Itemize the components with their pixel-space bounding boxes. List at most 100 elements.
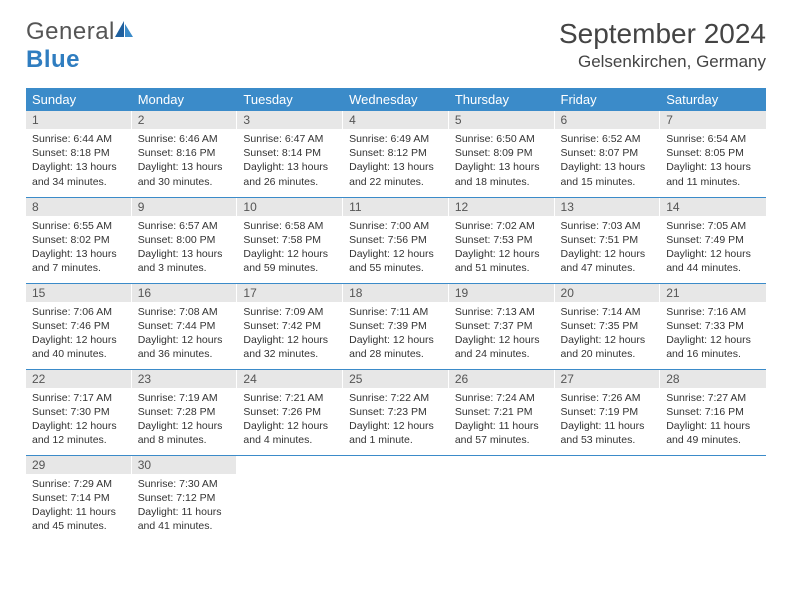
day-number: 20 bbox=[555, 284, 661, 302]
daylight-line: Daylight: 12 hours and 59 minutes. bbox=[243, 247, 337, 275]
title-block: September 2024 Gelsenkirchen, Germany bbox=[559, 18, 766, 72]
daylight-line: Daylight: 12 hours and 55 minutes. bbox=[349, 247, 443, 275]
day-body: Sunrise: 7:08 AMSunset: 7:44 PMDaylight:… bbox=[132, 302, 238, 366]
calendar-row: 8Sunrise: 6:55 AMSunset: 8:02 PMDaylight… bbox=[26, 197, 766, 283]
daylight-line: Daylight: 12 hours and 47 minutes. bbox=[561, 247, 655, 275]
sunrise-line: Sunrise: 7:09 AM bbox=[243, 305, 337, 319]
daylight-line: Daylight: 13 hours and 15 minutes. bbox=[561, 160, 655, 188]
day-body: Sunrise: 6:58 AMSunset: 7:58 PMDaylight:… bbox=[237, 216, 343, 280]
calendar-cell bbox=[449, 455, 555, 541]
daylight-line: Daylight: 11 hours and 49 minutes. bbox=[666, 419, 760, 447]
day-body: Sunrise: 7:22 AMSunset: 7:23 PMDaylight:… bbox=[343, 388, 449, 452]
day-number: 6 bbox=[555, 111, 661, 129]
sunrise-line: Sunrise: 7:08 AM bbox=[138, 305, 232, 319]
daylight-line: Daylight: 11 hours and 57 minutes. bbox=[455, 419, 549, 447]
day-number: 30 bbox=[132, 456, 238, 474]
weekday-header-row: Sunday Monday Tuesday Wednesday Thursday… bbox=[26, 88, 766, 111]
day-body: Sunrise: 7:30 AMSunset: 7:12 PMDaylight:… bbox=[132, 474, 238, 538]
sunset-line: Sunset: 7:39 PM bbox=[349, 319, 443, 333]
sunrise-line: Sunrise: 6:58 AM bbox=[243, 219, 337, 233]
daylight-line: Daylight: 13 hours and 22 minutes. bbox=[349, 160, 443, 188]
sunset-line: Sunset: 7:58 PM bbox=[243, 233, 337, 247]
day-number: 16 bbox=[132, 284, 238, 302]
daylight-line: Daylight: 12 hours and 51 minutes. bbox=[455, 247, 549, 275]
sunset-line: Sunset: 7:46 PM bbox=[32, 319, 126, 333]
sunset-line: Sunset: 7:44 PM bbox=[138, 319, 232, 333]
daylight-line: Daylight: 12 hours and 40 minutes. bbox=[32, 333, 126, 361]
day-body: Sunrise: 7:27 AMSunset: 7:16 PMDaylight:… bbox=[660, 388, 766, 452]
calendar-row: 1Sunrise: 6:44 AMSunset: 8:18 PMDaylight… bbox=[26, 111, 766, 197]
sunrise-line: Sunrise: 6:52 AM bbox=[561, 132, 655, 146]
daylight-line: Daylight: 11 hours and 53 minutes. bbox=[561, 419, 655, 447]
day-body: Sunrise: 7:16 AMSunset: 7:33 PMDaylight:… bbox=[660, 302, 766, 366]
calendar-body: 1Sunrise: 6:44 AMSunset: 8:18 PMDaylight… bbox=[26, 111, 766, 541]
day-number: 2 bbox=[132, 111, 238, 129]
sunrise-line: Sunrise: 7:17 AM bbox=[32, 391, 126, 405]
day-number: 18 bbox=[343, 284, 449, 302]
sunset-line: Sunset: 7:53 PM bbox=[455, 233, 549, 247]
sunset-line: Sunset: 8:00 PM bbox=[138, 233, 232, 247]
sunrise-line: Sunrise: 7:26 AM bbox=[561, 391, 655, 405]
sunset-line: Sunset: 8:12 PM bbox=[349, 146, 443, 160]
calendar-cell: 2Sunrise: 6:46 AMSunset: 8:16 PMDaylight… bbox=[132, 111, 238, 197]
day-body: Sunrise: 7:26 AMSunset: 7:19 PMDaylight:… bbox=[555, 388, 661, 452]
daylight-line: Daylight: 12 hours and 8 minutes. bbox=[138, 419, 232, 447]
sunset-line: Sunset: 8:09 PM bbox=[455, 146, 549, 160]
daylight-line: Daylight: 12 hours and 16 minutes. bbox=[666, 333, 760, 361]
calendar-cell: 20Sunrise: 7:14 AMSunset: 7:35 PMDayligh… bbox=[555, 283, 661, 369]
day-number: 3 bbox=[237, 111, 343, 129]
calendar-cell: 19Sunrise: 7:13 AMSunset: 7:37 PMDayligh… bbox=[449, 283, 555, 369]
brand-name-gray: General bbox=[26, 18, 115, 45]
sunrise-line: Sunrise: 7:16 AM bbox=[666, 305, 760, 319]
daylight-line: Daylight: 12 hours and 32 minutes. bbox=[243, 333, 337, 361]
day-body: Sunrise: 6:44 AMSunset: 8:18 PMDaylight:… bbox=[26, 129, 132, 193]
weekday-header: Thursday bbox=[449, 88, 555, 111]
sunset-line: Sunset: 7:12 PM bbox=[138, 491, 232, 505]
day-number: 29 bbox=[26, 456, 132, 474]
sunset-line: Sunset: 7:42 PM bbox=[243, 319, 337, 333]
day-body: Sunrise: 6:54 AMSunset: 8:05 PMDaylight:… bbox=[660, 129, 766, 193]
daylight-line: Daylight: 12 hours and 24 minutes. bbox=[455, 333, 549, 361]
calendar-cell: 23Sunrise: 7:19 AMSunset: 7:28 PMDayligh… bbox=[132, 369, 238, 455]
sunrise-line: Sunrise: 6:55 AM bbox=[32, 219, 126, 233]
sunrise-line: Sunrise: 6:44 AM bbox=[32, 132, 126, 146]
calendar-cell: 5Sunrise: 6:50 AMSunset: 8:09 PMDaylight… bbox=[449, 111, 555, 197]
day-body: Sunrise: 7:03 AMSunset: 7:51 PMDaylight:… bbox=[555, 216, 661, 280]
sunset-line: Sunset: 7:19 PM bbox=[561, 405, 655, 419]
day-number: 26 bbox=[449, 370, 555, 388]
calendar-cell: 24Sunrise: 7:21 AMSunset: 7:26 PMDayligh… bbox=[237, 369, 343, 455]
day-body: Sunrise: 7:19 AMSunset: 7:28 PMDaylight:… bbox=[132, 388, 238, 452]
calendar-cell: 9Sunrise: 6:57 AMSunset: 8:00 PMDaylight… bbox=[132, 197, 238, 283]
calendar-cell: 10Sunrise: 6:58 AMSunset: 7:58 PMDayligh… bbox=[237, 197, 343, 283]
sunrise-line: Sunrise: 7:14 AM bbox=[561, 305, 655, 319]
weekday-header: Wednesday bbox=[343, 88, 449, 111]
calendar-cell: 27Sunrise: 7:26 AMSunset: 7:19 PMDayligh… bbox=[555, 369, 661, 455]
sunrise-line: Sunrise: 7:24 AM bbox=[455, 391, 549, 405]
day-body: Sunrise: 7:02 AMSunset: 7:53 PMDaylight:… bbox=[449, 216, 555, 280]
sunset-line: Sunset: 8:07 PM bbox=[561, 146, 655, 160]
day-number: 28 bbox=[660, 370, 766, 388]
day-body: Sunrise: 6:47 AMSunset: 8:14 PMDaylight:… bbox=[237, 129, 343, 193]
brand-logo: General Blue bbox=[26, 18, 135, 74]
day-number: 25 bbox=[343, 370, 449, 388]
location: Gelsenkirchen, Germany bbox=[559, 52, 766, 72]
sunset-line: Sunset: 8:16 PM bbox=[138, 146, 232, 160]
day-number: 5 bbox=[449, 111, 555, 129]
daylight-line: Daylight: 13 hours and 34 minutes. bbox=[32, 160, 126, 188]
day-body: Sunrise: 6:49 AMSunset: 8:12 PMDaylight:… bbox=[343, 129, 449, 193]
calendar-row: 15Sunrise: 7:06 AMSunset: 7:46 PMDayligh… bbox=[26, 283, 766, 369]
day-number: 17 bbox=[237, 284, 343, 302]
day-number: 23 bbox=[132, 370, 238, 388]
day-number: 27 bbox=[555, 370, 661, 388]
calendar-cell: 11Sunrise: 7:00 AMSunset: 7:56 PMDayligh… bbox=[343, 197, 449, 283]
day-number: 1 bbox=[26, 111, 132, 129]
day-number: 13 bbox=[555, 198, 661, 216]
calendar-cell bbox=[343, 455, 449, 541]
sunset-line: Sunset: 7:33 PM bbox=[666, 319, 760, 333]
calendar-cell bbox=[555, 455, 661, 541]
daylight-line: Daylight: 13 hours and 11 minutes. bbox=[666, 160, 760, 188]
calendar-cell: 12Sunrise: 7:02 AMSunset: 7:53 PMDayligh… bbox=[449, 197, 555, 283]
calendar-cell: 3Sunrise: 6:47 AMSunset: 8:14 PMDaylight… bbox=[237, 111, 343, 197]
day-number: 4 bbox=[343, 111, 449, 129]
month-title: September 2024 bbox=[559, 18, 766, 50]
